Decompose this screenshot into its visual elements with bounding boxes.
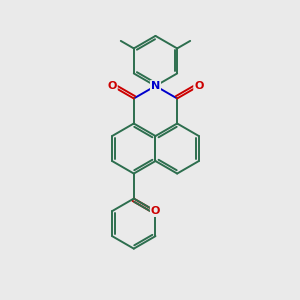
Text: N: N bbox=[151, 81, 160, 91]
Text: O: O bbox=[107, 81, 117, 91]
Text: O: O bbox=[194, 81, 203, 91]
Text: O: O bbox=[151, 206, 160, 216]
